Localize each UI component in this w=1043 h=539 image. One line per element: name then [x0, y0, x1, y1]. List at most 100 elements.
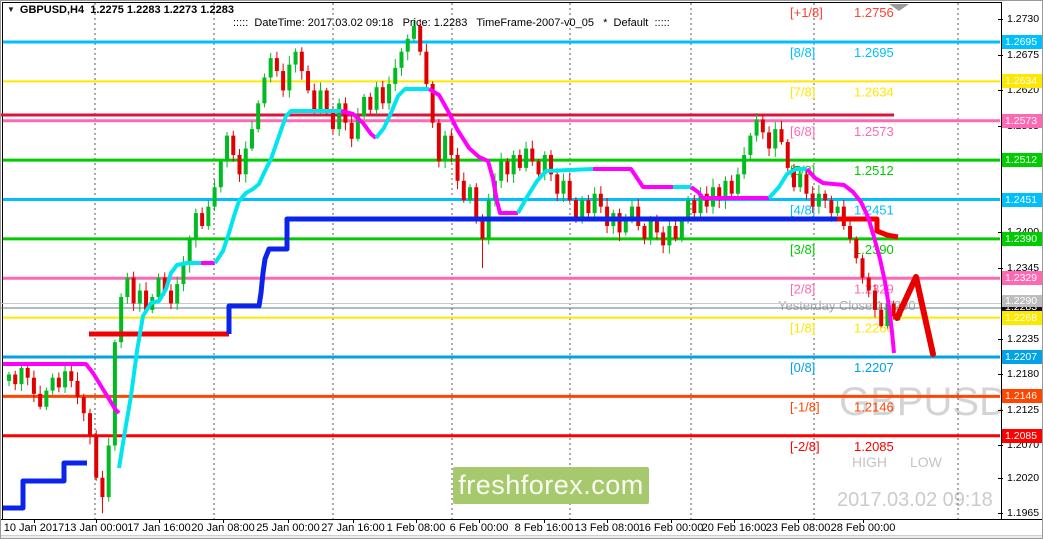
candle-body: [767, 132, 772, 149]
candle-body: [723, 180, 728, 201]
candle-body: [405, 38, 410, 52]
candle-body: [262, 77, 267, 104]
fast-trend-line: [767, 167, 807, 200]
candle-body: [879, 309, 884, 327]
candle-body: [306, 71, 311, 91]
candle-body: [156, 277, 161, 298]
candle-body: [860, 258, 865, 278]
candle-body: [605, 206, 610, 226]
candle-body: [667, 225, 672, 246]
candle-body: [411, 25, 416, 39]
murrey-label-name: [-1/8]: [790, 399, 820, 414]
candle-body: [249, 129, 254, 149]
candle-body: [13, 374, 18, 385]
price-tick-label: 1.2730: [1007, 13, 1040, 26]
candle-body: [436, 122, 441, 162]
price-level-badge: 1.2634: [1002, 74, 1042, 89]
candle-body: [181, 264, 186, 285]
price-tick-label: 1.2345: [1007, 261, 1040, 274]
fast-trend-line: [213, 109, 341, 265]
candle-body: [131, 277, 136, 304]
price-tick: [998, 374, 1003, 376]
candle-body: [449, 135, 454, 155]
price-level-badge: 1.2207: [1002, 350, 1042, 365]
candle-body: [168, 290, 173, 304]
price-tick-label: 1.2020: [1007, 471, 1040, 484]
fast-trend-line: [593, 167, 673, 189]
candle-body: [175, 284, 180, 304]
time-tick-label: 16 Feb 00:00: [638, 522, 704, 534]
candle-body: [106, 445, 111, 498]
price-tick: [998, 54, 1003, 56]
price-tick: [998, 19, 1003, 21]
low-label: LOW: [910, 454, 943, 470]
candle-body: [754, 119, 759, 136]
candle-body: [455, 154, 460, 181]
slow-trend-line: [226, 216, 837, 334]
candle-body: [368, 96, 373, 110]
candle-body: [312, 90, 317, 110]
time-tick-label: 20 Feb 16:00: [701, 522, 767, 534]
murrey-label-name: [1/8]: [790, 321, 815, 336]
candle-body: [598, 193, 603, 207]
price-tick-label: 1.2125: [1007, 403, 1040, 416]
symbol-ohlc-readout: GBPUSD,H4 1.2275 1.2283 1.2273 1.2283: [19, 4, 234, 16]
candle-body: [567, 180, 572, 201]
candle-body: [841, 206, 846, 226]
symbol-watermark: GBPUSD: [839, 380, 1008, 424]
time-axis[interactable]: [1, 520, 1042, 535]
candle-body: [854, 238, 859, 259]
candle-body: [480, 219, 485, 239]
candle-body: [19, 368, 24, 385]
candle-body: [374, 87, 379, 110]
murrey-label-name: [+1/8]: [790, 5, 823, 20]
candle-body: [692, 200, 697, 214]
candle-body: [511, 154, 516, 175]
candle-body: [729, 180, 734, 194]
candle-body: [443, 135, 448, 162]
candle-body: [617, 213, 622, 233]
price-tick: [998, 125, 1003, 127]
candle-body: [281, 71, 286, 91]
price-tick: [998, 409, 1003, 411]
candle-body: [337, 103, 342, 130]
candle-body: [362, 96, 367, 117]
price-tick-label: 1.2675: [1007, 48, 1040, 61]
candle-body: [268, 58, 273, 78]
candle-body: [816, 193, 821, 207]
candle-body: [212, 187, 217, 207]
candle-body: [399, 51, 404, 68]
murrey-label-name: [6/8]: [790, 124, 815, 139]
time-tick-label: 13 Feb 08:00: [574, 522, 640, 534]
time-tick-label: 8 Feb 16:00: [514, 522, 574, 534]
price-tick: [998, 232, 1003, 234]
trend-arrow-drawing[interactable]: [894, 274, 936, 357]
candle-body: [318, 90, 323, 110]
time-tick-label: 23 Feb 08:00: [765, 522, 831, 534]
candle-body: [542, 154, 547, 175]
candle-body: [125, 277, 130, 298]
candle-body: [748, 135, 753, 155]
price-level-badge: 1.2573: [1002, 113, 1042, 128]
candle-body: [773, 129, 778, 149]
fast-trend-line: [340, 109, 378, 140]
candle-body: [835, 206, 840, 214]
candle-body: [642, 225, 647, 239]
candle-body: [324, 90, 329, 110]
chevron-down-icon[interactable]: ▼: [7, 5, 15, 14]
murrey-label-value: 1.2695: [854, 45, 894, 60]
candle-body: [243, 148, 248, 175]
price-level-badge: 1.2329: [1002, 271, 1042, 286]
murrey-label-value: 1.2390: [854, 242, 894, 257]
murrey-label-name: [3/8]: [790, 242, 815, 257]
price-level-badge: 1.2695: [1002, 35, 1042, 49]
price-tick-label: 1.1965: [1007, 507, 1040, 520]
candle-body: [698, 193, 703, 214]
candle-body: [355, 116, 360, 139]
candle-body: [580, 200, 585, 220]
price-tick: [998, 267, 1003, 269]
candle-body: [661, 232, 666, 246]
window-bottom-edge: [1, 535, 1042, 538]
